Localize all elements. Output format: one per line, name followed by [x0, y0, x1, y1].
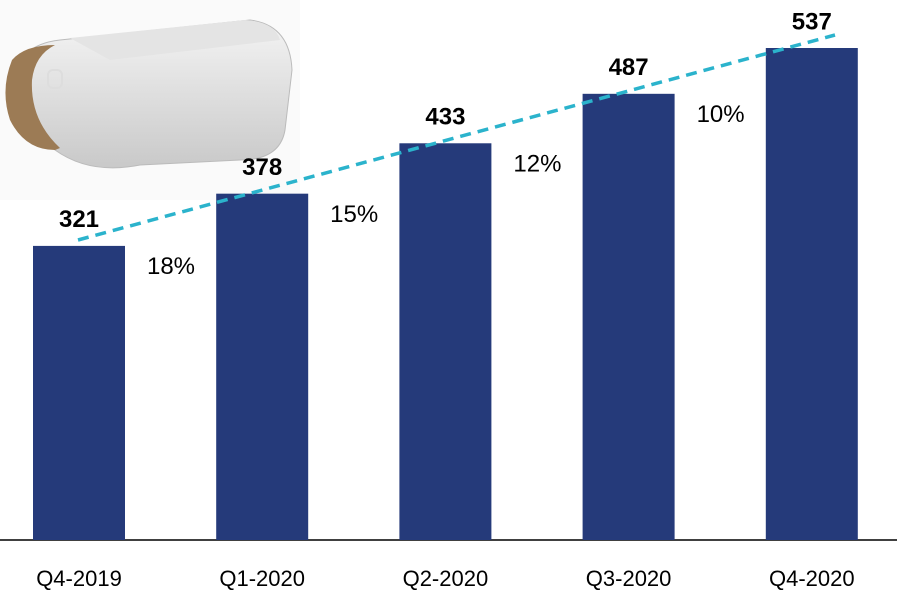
trend-line: [77, 33, 836, 242]
bar: [582, 93, 675, 540]
growth-label: 10%: [697, 101, 745, 128]
product-image: [0, 0, 300, 200]
x-tick-label: Q1-2020: [219, 566, 305, 590]
growth-label: 12%: [513, 151, 561, 178]
value-label: 433: [425, 104, 465, 131]
x-tick-label: Q4-2020: [769, 566, 855, 590]
bar: [216, 193, 309, 541]
x-tick-label: Q4-2019: [36, 566, 122, 590]
bar: [399, 143, 492, 540]
growth-label: 18%: [147, 253, 195, 280]
bar: [33, 245, 125, 540]
x-tick-label: Q2-2020: [403, 566, 489, 590]
value-label: 321: [59, 206, 99, 233]
value-label: 537: [792, 8, 832, 35]
value-label: 487: [609, 54, 649, 81]
growth-label: 15%: [330, 201, 378, 228]
value-label: 378: [242, 154, 282, 181]
x-tick-label: Q3-2020: [586, 566, 672, 590]
bar: [765, 48, 858, 540]
